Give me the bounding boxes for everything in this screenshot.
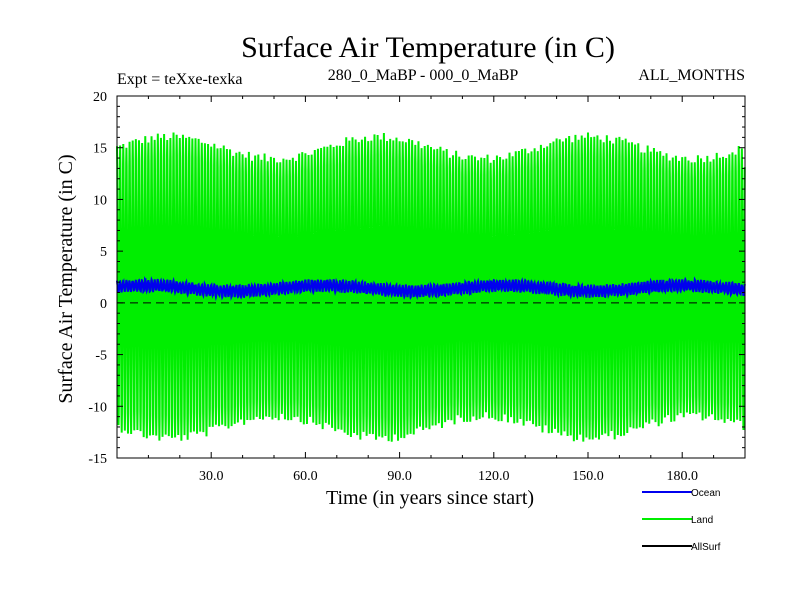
- chart-title: Surface Air Temperature (in C): [241, 31, 615, 64]
- ocean-line: [116, 275, 746, 302]
- legend-label-ocean: Ocean: [691, 488, 720, 499]
- x-tick-label: 120.0: [478, 469, 510, 484]
- y-tick-label: 10: [93, 193, 107, 208]
- y-tick-label: -10: [88, 400, 107, 415]
- x-axis: 30.0 60.0 90.0 120.0 150.0 180.0: [147, 96, 715, 484]
- land-line: [116, 132, 746, 442]
- y-tick-label: -15: [88, 452, 107, 467]
- subtitle-center: 280_0_MaBP - 000_0_MaBP: [328, 67, 519, 84]
- y-tick-label: 0: [100, 297, 107, 312]
- x-tick-label: 180.0: [666, 469, 698, 484]
- x-tick-label: 150.0: [572, 469, 604, 484]
- subtitle-left: Expt = teXxe-texka: [117, 71, 242, 88]
- x-tick-label: 90.0: [387, 469, 412, 484]
- legend: Ocean Land AllSurf: [642, 488, 721, 553]
- plot-area: [116, 132, 746, 442]
- y-tick-label: 5: [100, 245, 107, 260]
- subtitle-right: ALL_MONTHS: [638, 67, 745, 84]
- y-tick-label: 20: [93, 90, 107, 105]
- y-axis: -15 -10 -5 0 5 10 15 20: [88, 90, 745, 467]
- series-land: [116, 132, 746, 442]
- y-tick-label: 15: [93, 142, 107, 157]
- y-axis-label: Surface Air Temperature (in C): [55, 154, 77, 403]
- legend-label-land: Land: [691, 515, 713, 526]
- series-ocean: [116, 275, 746, 302]
- y-tick-label: -5: [95, 349, 107, 364]
- x-axis-label: Time (in years since start): [326, 487, 534, 509]
- x-tick-label: 30.0: [199, 469, 224, 484]
- x-tick-label: 60.0: [293, 469, 318, 484]
- legend-label-allsurf: AllSurf: [691, 542, 721, 553]
